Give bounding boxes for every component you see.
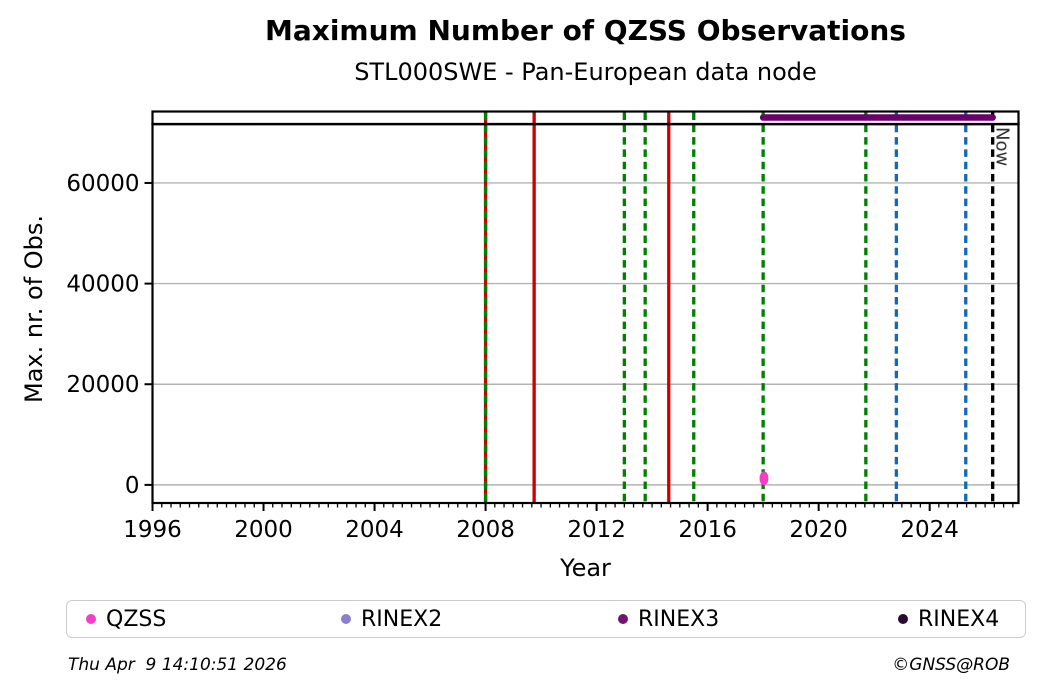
axes-spines xyxy=(151,110,1020,505)
legend-label: QZSS xyxy=(106,606,167,632)
chart-subtitle: STL000SWE - Pan-European data node xyxy=(354,58,817,86)
x-tick-label-2004: 2004 xyxy=(345,517,404,543)
chart-title: Maximum Number of QZSS Observations xyxy=(265,14,906,47)
x-axis-label: Year xyxy=(560,554,611,582)
legend-label: RINEX4 xyxy=(918,606,1000,632)
x-tick-label-2024: 2024 xyxy=(900,517,959,543)
x-tick-label-2000: 2000 xyxy=(234,517,293,543)
x-tick-label-2008: 2008 xyxy=(456,517,515,543)
legend-item-rinex2: RINEX2 xyxy=(341,601,442,637)
legend-label: RINEX3 xyxy=(638,606,720,632)
legend-label: RINEX2 xyxy=(361,606,443,632)
y-axis-label: Max. nr. of Obs. xyxy=(20,214,48,404)
legend-item-qzss: QZSS xyxy=(86,601,166,637)
copyright-text: ©GNSS@ROB xyxy=(892,655,1010,675)
now-label: Now xyxy=(992,127,1013,166)
legend-marker-icon xyxy=(86,614,96,624)
legend-box: QZSS RINEX2 RINEX3 RINEX4 xyxy=(66,600,1026,638)
legend-marker-icon xyxy=(341,614,351,624)
y-tick-label-20000: 20000 xyxy=(66,372,139,398)
y-tick-label-0: 0 xyxy=(125,473,140,499)
x-tick-label-2016: 2016 xyxy=(678,517,737,543)
x-tick-label-2020: 2020 xyxy=(789,517,848,543)
legend-item-rinex4: RINEX4 xyxy=(898,601,999,637)
legend-marker-icon xyxy=(898,614,908,624)
x-tick-label-2012: 2012 xyxy=(567,517,626,543)
x-tick-label-1996: 1996 xyxy=(123,517,182,543)
legend-marker-icon xyxy=(618,614,628,624)
legend-item-rinex3: RINEX3 xyxy=(618,601,719,637)
timestamp-text: Thu Apr 9 14:10:51 2026 xyxy=(68,655,287,675)
y-tick-label-40000: 40000 xyxy=(66,272,139,298)
y-tick-label-60000: 60000 xyxy=(66,171,139,197)
point-QZSS-max-obs xyxy=(759,471,769,486)
